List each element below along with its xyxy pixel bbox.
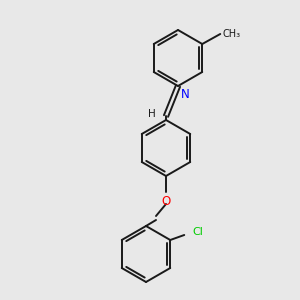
Text: Cl: Cl	[192, 227, 203, 237]
Text: O: O	[161, 195, 171, 208]
Text: H: H	[148, 109, 156, 119]
Text: N: N	[181, 88, 190, 101]
Text: CH₃: CH₃	[222, 29, 240, 39]
